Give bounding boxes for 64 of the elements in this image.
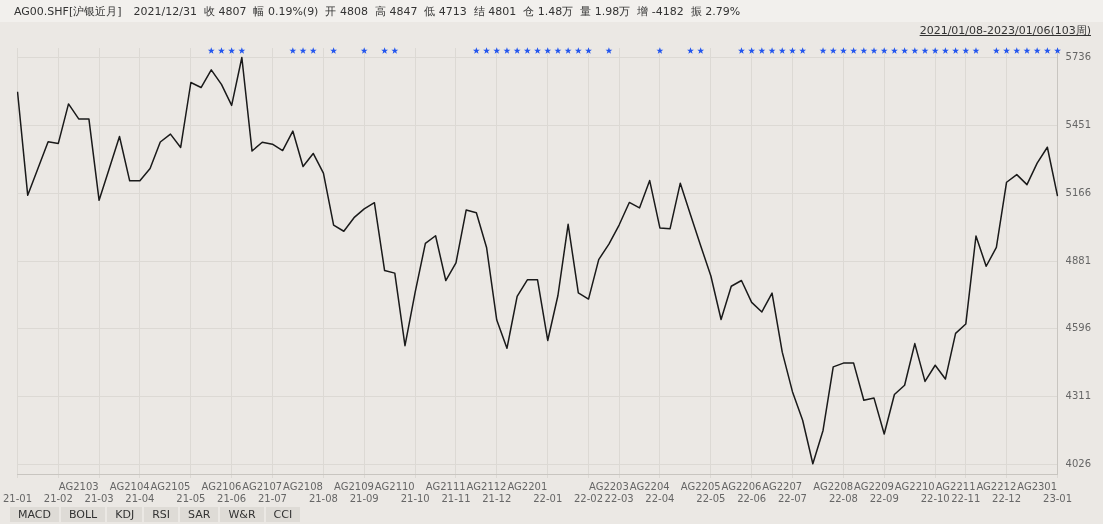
x-tick-label: AG2210: [894, 480, 935, 492]
x-tick-label: 21-10: [400, 492, 430, 504]
text: BOLL: [60, 507, 106, 522]
x-tick-label: 21-12: [482, 492, 512, 504]
x-tick-label: 21-02: [43, 492, 73, 504]
y-tick-label: 5451: [1065, 118, 1091, 130]
y-tick-label: 5736: [1065, 51, 1091, 63]
x-tick-label: 21-11: [441, 492, 471, 504]
x-tick-label: AG2211: [935, 480, 976, 492]
y-tick-label: 4311: [1065, 390, 1091, 402]
x-tick-label: AG2206: [721, 480, 762, 492]
x-tick-label: 22-03: [604, 492, 634, 504]
x-tick-label: 22-07: [777, 492, 807, 504]
text: CCI: [265, 507, 301, 522]
text: SAR: [180, 507, 219, 522]
x-tick-label: AG2209: [854, 480, 894, 492]
x-tick-label: AG2201: [507, 480, 548, 492]
x-tick-label: AG2104: [109, 480, 150, 492]
x-tick-label: AG2203: [588, 480, 629, 492]
x-tick-label: 21-04: [125, 492, 155, 504]
x-tick-label: 21-03: [84, 492, 114, 504]
text: MACD: [10, 507, 59, 522]
x-tick-label: 21-01: [3, 492, 33, 504]
x-tick-label: 21-06: [217, 492, 247, 504]
x-tick-label: AG2109: [334, 480, 374, 492]
chart-title: AG00.SHF[沪银近月]: [14, 3, 122, 19]
x-tick-label: 21-05: [176, 492, 206, 504]
x-tick-label: AG2106: [201, 480, 242, 492]
x-tick-label: 22-09: [869, 492, 899, 504]
y-tick-label: 5166: [1065, 186, 1091, 198]
x-tick-label: AG2103: [58, 480, 99, 492]
x-tick-label: 22-11: [951, 492, 981, 504]
y-tick-label: 4026: [1065, 458, 1091, 470]
x-tick-label: 22-04: [645, 492, 675, 504]
x-tick-label: AG2208: [813, 480, 854, 492]
x-tick-label: 23-01: [1043, 492, 1073, 504]
x-tick-label: AG2205: [680, 480, 721, 492]
text: W&R: [220, 507, 264, 522]
x-tick-label: 21-07: [257, 492, 287, 504]
text: KDJ: [107, 507, 143, 522]
x-tick-label: 21-08: [308, 492, 338, 504]
x-tick-label: 22-06: [737, 492, 767, 504]
x-tick-label: AG2105: [150, 480, 191, 492]
x-tick-label: AG2111: [425, 480, 466, 492]
x-tick-label: AG2204: [629, 480, 670, 492]
x-tick-label: 22-05: [696, 492, 726, 504]
x-tick-label: AG2107: [242, 480, 283, 492]
x-tick-label: 22-10: [920, 492, 950, 504]
x-tick-label: AG2108: [283, 480, 323, 492]
x-tick-label: AG2110: [374, 480, 415, 492]
x-tick-label: 22-01: [533, 492, 563, 504]
chart-subtitle: 2021/12/31 收 4807 幅 0.19%(9) 开 4808 高 4847 低 4713 结 4801 仓 1.48万 量 1.98万 增 -4182 振 2.79%: [133, 3, 741, 19]
x-tick-label: AG2212: [976, 480, 1017, 492]
y-tick-label: 4881: [1065, 254, 1091, 266]
x-tick-label: AG2112: [466, 480, 507, 492]
x-tick-label: 22-02: [573, 492, 604, 504]
x-tick-label: 22-12: [992, 492, 1022, 504]
text: 2021/01/08-2023/01/06(103周): [919, 23, 1091, 38]
x-tick-label: AG2301: [1017, 480, 1058, 492]
x-tick-label: 21-09: [349, 492, 379, 504]
y-tick-label: 4596: [1065, 322, 1091, 334]
x-tick-label: 22-08: [828, 492, 858, 504]
x-tick-label: AG2207: [762, 480, 803, 492]
text: RSI: [144, 507, 179, 522]
